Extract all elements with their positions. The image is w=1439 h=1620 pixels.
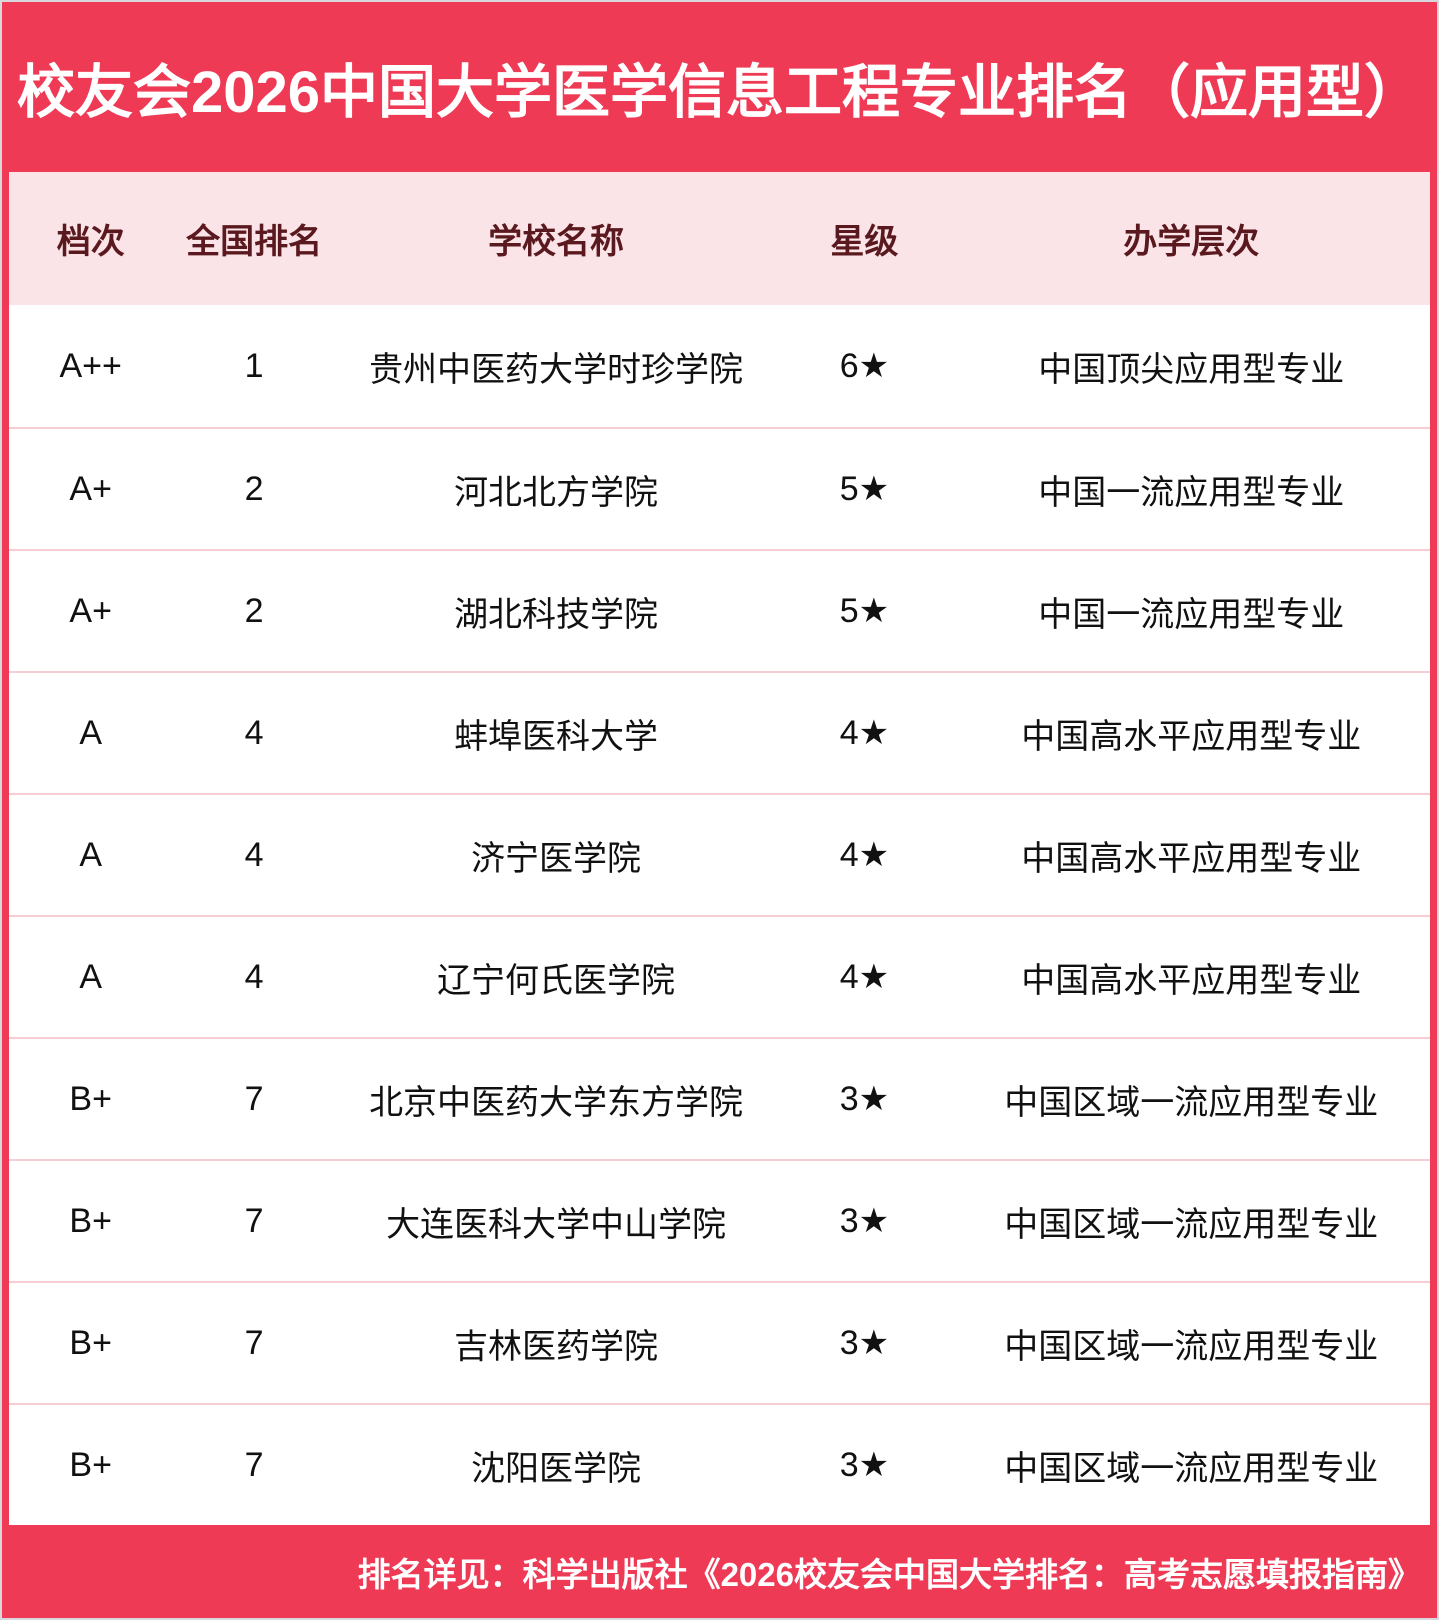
tier-cell: B+	[69, 1323, 112, 1362]
level-cell: 中国区域一流应用型专业	[1004, 1205, 1379, 1244]
level-cell: 中国高水平应用型专业	[1021, 839, 1362, 878]
ranking-table: 档次 全国排名 学校名称 星级 办学层次 A++ 1 贵州中医药大学时珍学院 6…	[9, 172, 1430, 1525]
rank-cell: 2	[244, 591, 264, 630]
stars-cell: 5★	[839, 470, 890, 508]
tier-cell: A+	[69, 591, 112, 630]
table-row: A+ 2 河北北方学院 5★ 中国一流应用型专业	[9, 427, 1430, 549]
level-cell: 中国高水平应用型专业	[1021, 961, 1362, 1000]
school-cell: 蚌埠医科大学	[454, 717, 659, 756]
page-title: 校友会2026中国大学医学信息工程专业排名（应用型）	[16, 60, 1423, 125]
title-band: 校友会2026中国大学医学信息工程专业排名（应用型）	[2, 2, 1437, 172]
stars-cell: 4★	[839, 714, 890, 752]
stars-cell: 3★	[839, 1080, 890, 1118]
school-cell: 辽宁何氏医学院	[437, 961, 676, 1000]
level-cell: 中国一流应用型专业	[1038, 473, 1345, 512]
column-header-stars: 星级	[830, 223, 899, 261]
stars-cell: 4★	[839, 958, 890, 996]
tier-cell: A+	[69, 469, 112, 508]
school-cell: 济宁医学院	[471, 839, 642, 878]
table-row: B+ 7 北京中医药大学东方学院 3★ 中国区域一流应用型专业	[9, 1037, 1430, 1159]
stars-cell: 4★	[839, 836, 890, 874]
school-cell: 大连医科大学中山学院	[386, 1205, 727, 1244]
tier-cell: B+	[69, 1079, 112, 1118]
rank-cell: 4	[244, 713, 264, 752]
stars-cell: 3★	[839, 1446, 890, 1484]
rank-cell: 4	[244, 957, 264, 996]
school-cell: 北京中医药大学东方学院	[369, 1083, 744, 1122]
table-row: B+ 7 大连医科大学中山学院 3★ 中国区域一流应用型专业	[9, 1159, 1430, 1281]
level-cell: 中国顶尖应用型专业	[1038, 350, 1345, 389]
column-header-rank: 全国排名	[186, 223, 323, 261]
stars-cell: 5★	[839, 592, 890, 630]
column-header-level: 办学层次	[1123, 223, 1260, 261]
rank-cell: 7	[244, 1201, 264, 1240]
level-cell: 中国区域一流应用型专业	[1004, 1327, 1379, 1366]
tier-cell: A	[79, 957, 103, 996]
school-cell: 贵州中医药大学时珍学院	[369, 350, 744, 389]
column-header-tier: 档次	[56, 223, 125, 261]
school-cell: 河北北方学院	[454, 473, 659, 512]
rank-cell: 2	[244, 469, 264, 508]
footer-note: 排名详见：科学出版社《2026校友会中国大学排名：高考志愿填报指南》	[357, 1555, 1421, 1593]
table-row: A++ 1 贵州中医药大学时珍学院 6★ 中国顶尖应用型专业	[9, 305, 1430, 427]
table-row: A 4 辽宁何氏医学院 4★ 中国高水平应用型专业	[9, 915, 1430, 1037]
rank-cell: 7	[244, 1323, 264, 1362]
rank-cell: 1	[244, 346, 264, 385]
rank-cell: 7	[244, 1445, 264, 1484]
stars-cell: 3★	[839, 1202, 890, 1240]
tier-cell: A	[79, 713, 103, 752]
table-row: A+ 2 湖北科技学院 5★ 中国一流应用型专业	[9, 549, 1430, 671]
table-row: B+ 7 沈阳医学院 3★ 中国区域一流应用型专业	[9, 1403, 1430, 1525]
level-cell: 中国区域一流应用型专业	[1004, 1083, 1379, 1122]
tier-cell: B+	[69, 1445, 112, 1484]
school-cell: 沈阳医学院	[471, 1449, 642, 1488]
rank-cell: 7	[244, 1079, 264, 1118]
stars-cell: 3★	[839, 1324, 890, 1362]
table-row: A 4 蚌埠医科大学 4★ 中国高水平应用型专业	[9, 671, 1430, 793]
tier-cell: A	[79, 835, 103, 874]
school-cell: 湖北科技学院	[454, 595, 659, 634]
stars-cell: 6★	[839, 347, 890, 385]
table-row: A 4 济宁医学院 4★ 中国高水平应用型专业	[9, 793, 1430, 915]
level-cell: 中国高水平应用型专业	[1021, 717, 1362, 756]
rank-cell: 4	[244, 835, 264, 874]
table-header-row: 档次 全国排名 学校名称 星级 办学层次	[9, 172, 1430, 305]
level-cell: 中国一流应用型专业	[1038, 595, 1345, 634]
school-cell: 吉林医药学院	[454, 1327, 659, 1366]
tier-cell: B+	[69, 1201, 112, 1240]
footer-band: 排名详见：科学出版社《2026校友会中国大学排名：高考志愿填报指南》	[2, 1525, 1437, 1618]
table-row: B+ 7 吉林医药学院 3★ 中国区域一流应用型专业	[9, 1281, 1430, 1403]
tier-cell: A++	[59, 346, 122, 385]
column-header-school: 学校名称	[488, 223, 625, 261]
level-cell: 中国区域一流应用型专业	[1004, 1449, 1379, 1488]
